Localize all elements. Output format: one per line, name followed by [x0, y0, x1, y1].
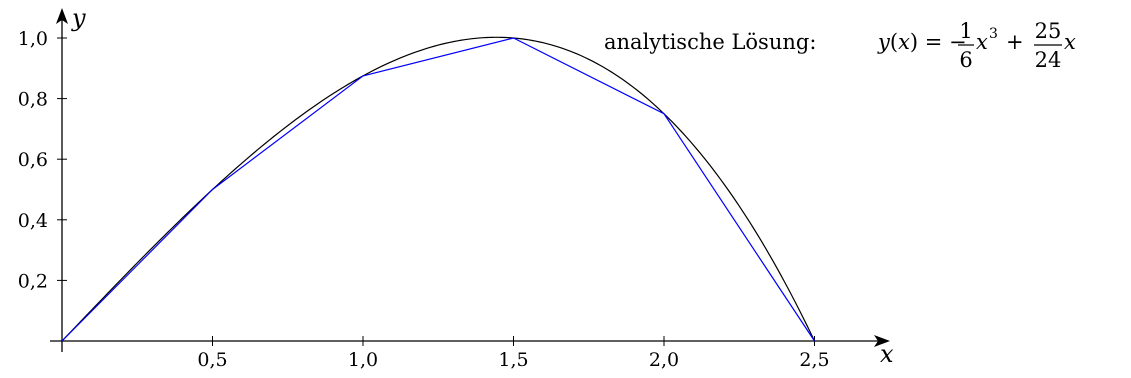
y-tick-label-1: 0,4	[18, 210, 48, 232]
formula-lhs: y(x) = −	[877, 30, 967, 54]
formula-plus: +	[1006, 30, 1024, 54]
fraction1-denominator: 6	[959, 48, 972, 72]
y-tick-label-0: 0,2	[18, 270, 48, 292]
x-axis-label: x	[880, 340, 894, 368]
fraction2-denominator: 24	[1035, 48, 1062, 72]
formula-term2: x	[1064, 30, 1076, 54]
series	[61, 36, 816, 342]
fraction1-numerator: 1	[959, 19, 972, 43]
x-axis-arrow	[874, 335, 890, 347]
y-tick-label-2: 0,6	[18, 149, 48, 171]
series-analytic-curve	[61, 36, 816, 342]
y-tick-label-3: 0,8	[18, 89, 48, 111]
y-axis-label: y	[71, 4, 86, 32]
ticks: 0,5 1,0 1,5 2,0 2,5 0,2 0,4 0,6 0,8 1,0	[18, 28, 830, 371]
annotation-label: analytische Lösung:	[604, 30, 816, 54]
series-numeric-polyline	[61, 37, 816, 342]
formula-term1: x	[976, 30, 988, 54]
legend-annotation: analytische Lösung: y(x) = − 1 6 x 3 + 2…	[604, 19, 1076, 72]
x-tick-label-1: 1,0	[348, 349, 378, 371]
y-tick-label-4: 1,0	[18, 28, 48, 50]
formula-exponent: 3	[989, 26, 998, 42]
x-tick-label-4: 2,5	[799, 349, 829, 371]
fraction2-numerator: 25	[1035, 19, 1062, 43]
x-tick-label-2: 1,5	[498, 349, 528, 371]
axes: x y	[50, 4, 894, 368]
x-tick-label-3: 2,0	[649, 349, 679, 371]
y-axis-arrow	[56, 8, 68, 24]
x-tick-label-0: 0,5	[197, 349, 227, 371]
